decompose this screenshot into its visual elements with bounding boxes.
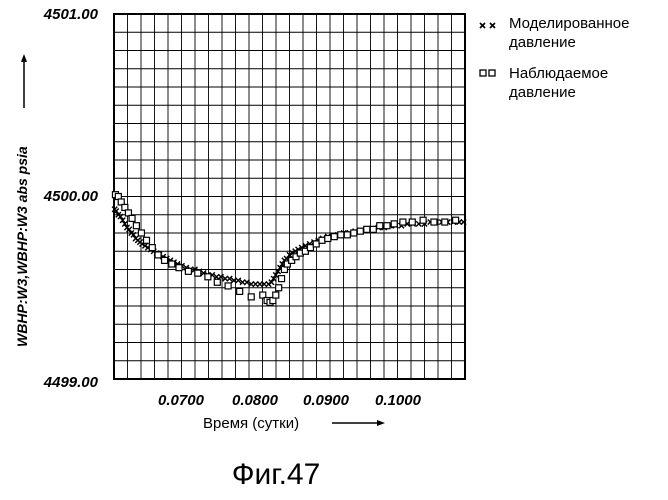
data-point-observed (325, 235, 331, 241)
data-point-observed (351, 230, 357, 236)
data-point-observed (162, 257, 168, 263)
data-point-observed (420, 217, 426, 223)
data-point-observed (273, 292, 279, 298)
data-point-observed (195, 270, 201, 276)
legend-label-observed-line2: давление (509, 84, 576, 101)
data-point-observed (344, 232, 350, 238)
data-point-observed (338, 232, 344, 238)
data-point-observed (276, 285, 282, 291)
legend-label-simulated-line1: Моделированное (509, 15, 629, 32)
data-point-observed (384, 223, 390, 229)
data-point-observed (225, 283, 231, 289)
data-point-observed (409, 219, 415, 225)
data-point-observed (307, 245, 313, 251)
legend-label-observed-line1: Наблюдаемое (509, 65, 608, 82)
data-point-observed (169, 261, 175, 267)
legend-item-observed: Наблюдаемое давление (480, 65, 608, 101)
y-axis-arrow-icon (21, 54, 27, 108)
y-tick-label-mid: 4500.00 (43, 188, 99, 205)
x-tick-label-4: 0.1000 (375, 392, 422, 409)
data-point-observed (377, 223, 383, 229)
data-point-observed (313, 241, 319, 247)
data-point-observed (144, 237, 150, 243)
figure-caption: Фиг.47 (232, 458, 321, 491)
legend-item-simulated: Моделированное давление (480, 15, 629, 51)
data-point-observed (176, 265, 182, 271)
legend: Моделированное давление Наблюдаемое давл… (480, 15, 629, 101)
data-point-observed (185, 268, 191, 274)
data-point-observed (331, 234, 337, 240)
data-point-observed (214, 279, 220, 285)
data-point-observed (237, 288, 243, 294)
x-axis-arrow-icon (332, 420, 385, 426)
data-point-observed (248, 294, 254, 300)
data-point-observed (453, 217, 459, 223)
data-point-observed (129, 215, 135, 221)
data-point-observed (133, 223, 139, 229)
x-tick-label-3: 0.0900 (303, 392, 350, 409)
data-point-observed (155, 252, 161, 258)
y-tick-label-top: 4501.00 (43, 6, 99, 23)
data-point-observed (138, 230, 144, 236)
legend-square-marker-icon (480, 70, 495, 76)
series-observed-pressure (112, 192, 458, 306)
chart-grid (114, 14, 465, 379)
data-point-observed (319, 237, 325, 243)
data-point-observed (400, 219, 406, 225)
data-point-observed (391, 221, 397, 227)
y-axis-title: WBHP:W3,WBHP:W3 abs psia (14, 146, 30, 347)
x-axis-title: Время (сутки) (203, 415, 299, 432)
y-tick-label-bottom: 4499.00 (43, 374, 99, 391)
data-point-observed (431, 219, 437, 225)
data-point-observed (442, 219, 448, 225)
data-point-observed (279, 276, 285, 282)
legend-x-marker-icon (480, 23, 495, 28)
x-tick-label-2: 0.0800 (232, 392, 279, 409)
legend-label-simulated-line2: давление (509, 34, 576, 51)
data-point-observed (149, 245, 155, 251)
data-point-observed (357, 228, 363, 234)
data-point-observed (364, 226, 370, 232)
data-point-observed (205, 274, 211, 280)
x-tick-label-1: 0.0700 (158, 392, 205, 409)
data-point-observed (370, 226, 376, 232)
